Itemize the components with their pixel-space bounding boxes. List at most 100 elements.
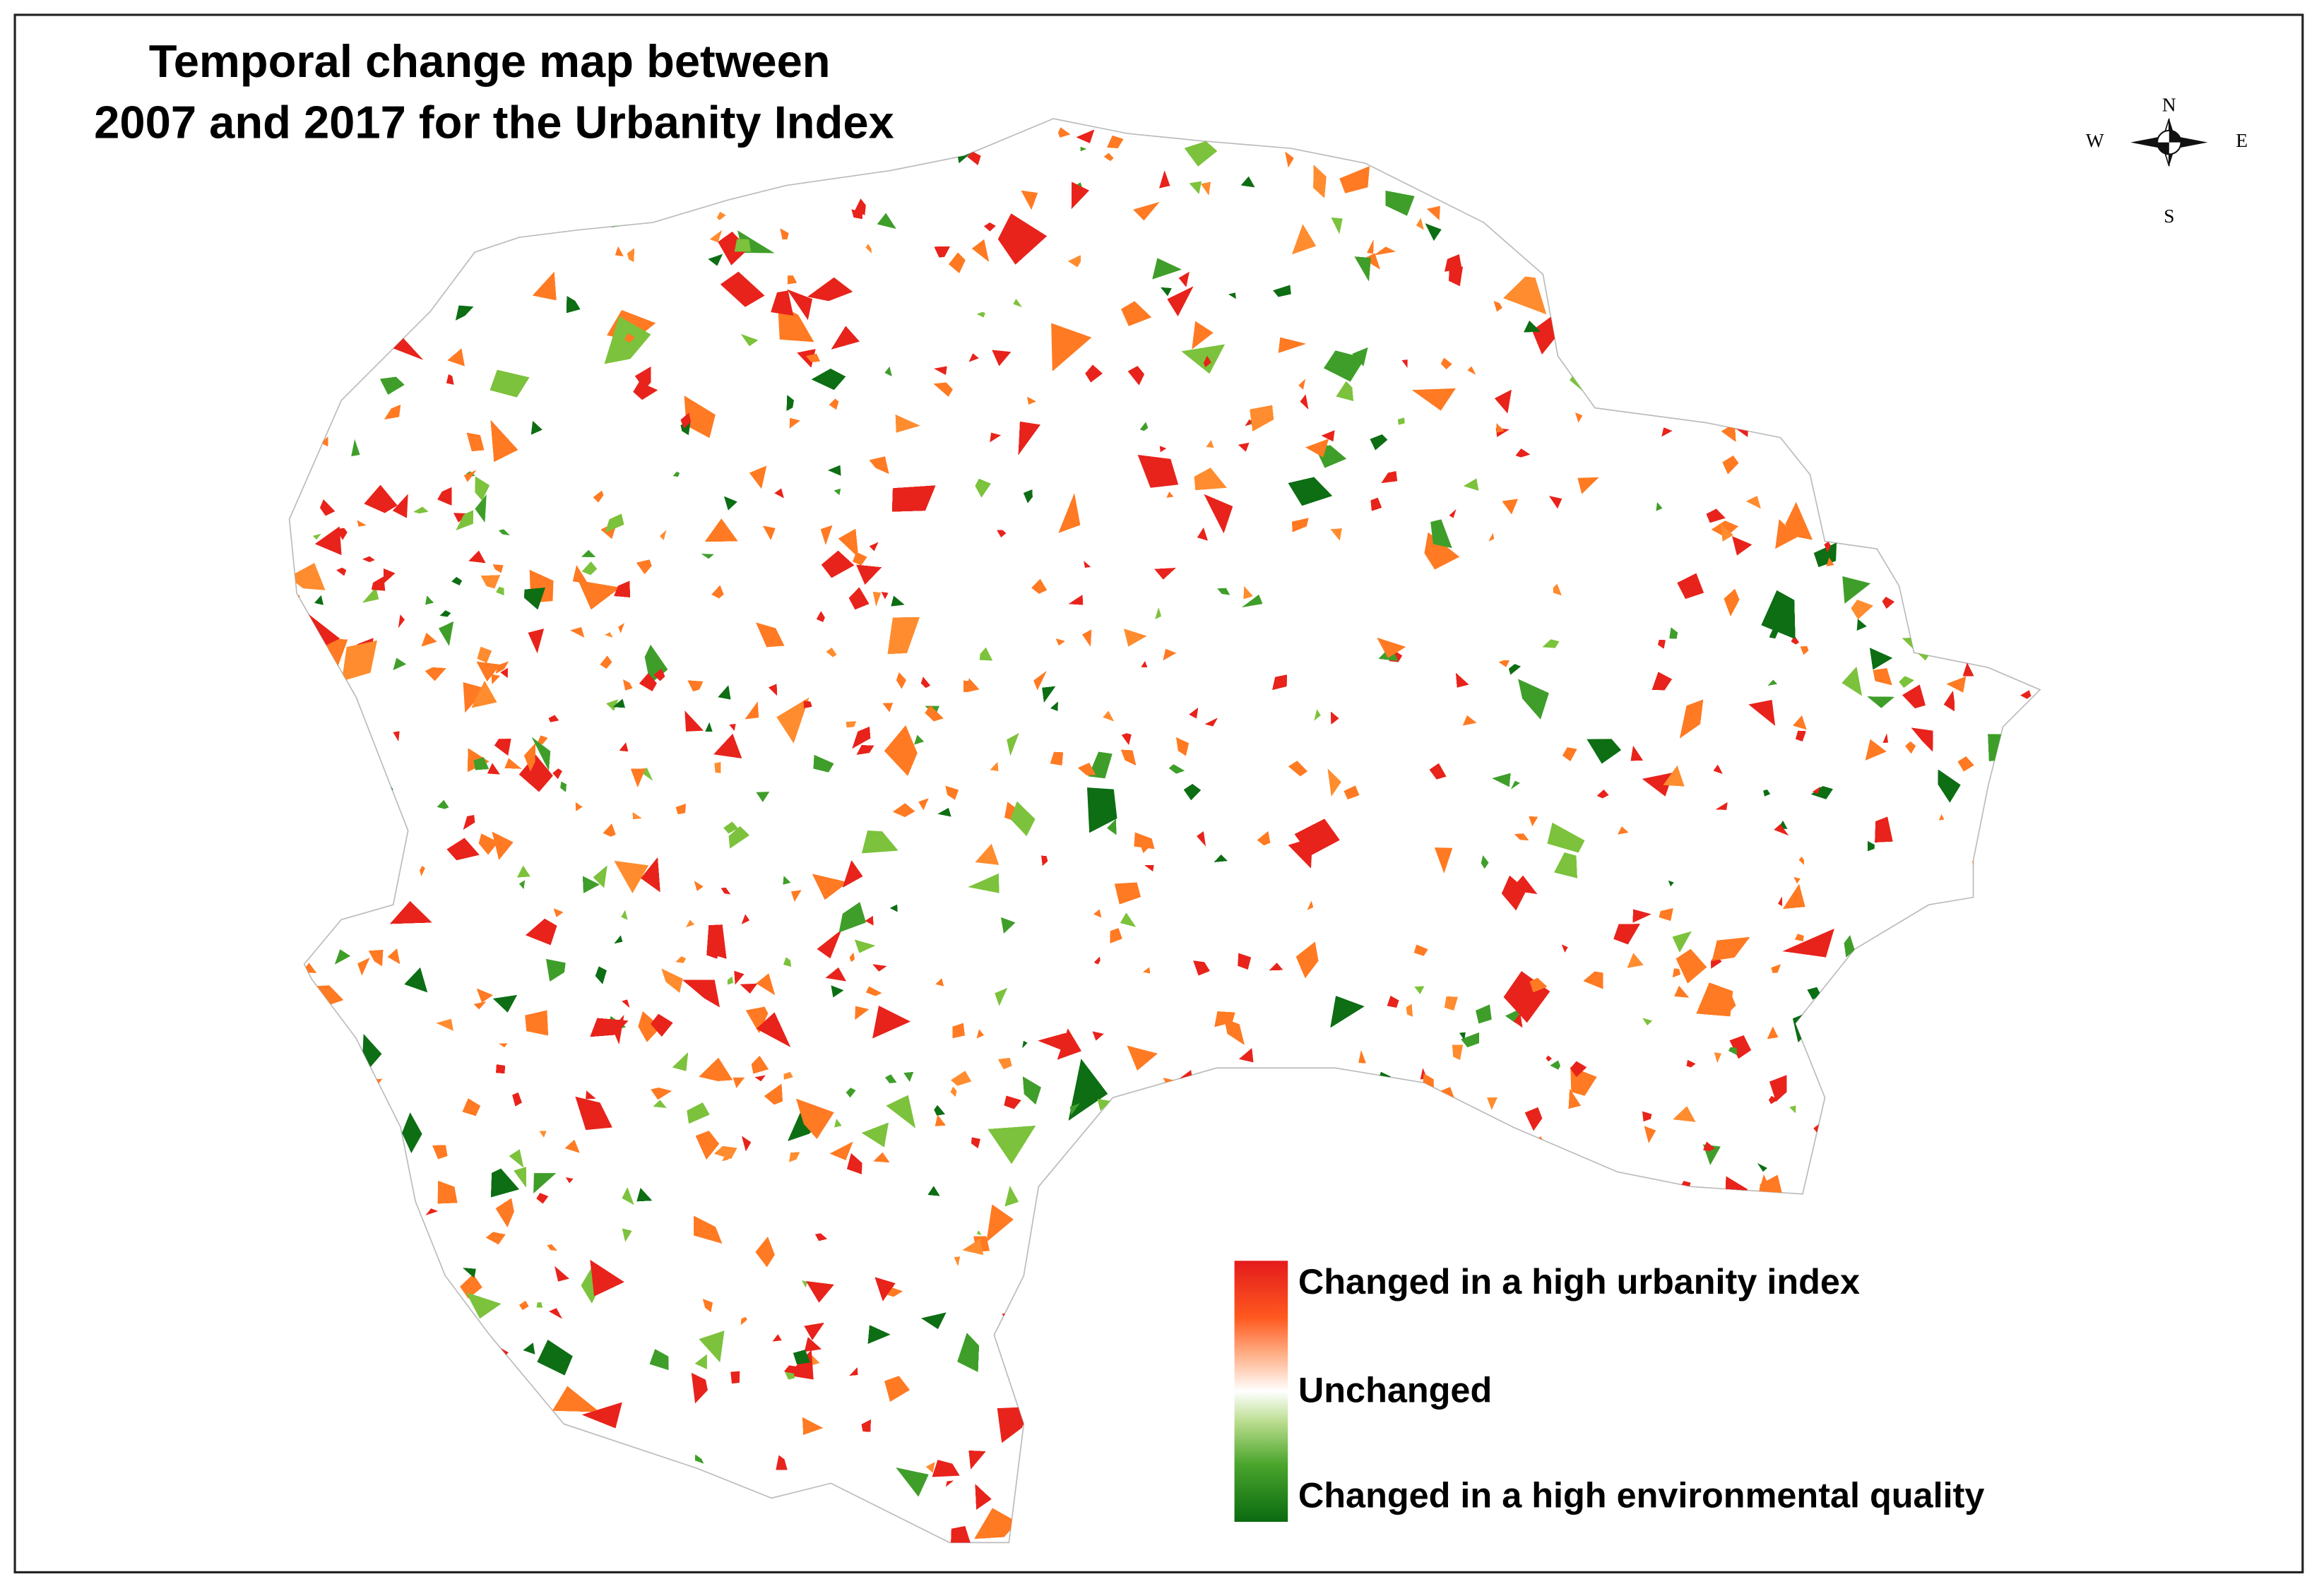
change-patch — [846, 721, 857, 728]
change-patch — [831, 985, 844, 998]
change-patch — [1668, 880, 1674, 887]
change-patch — [586, 1090, 596, 1100]
change-patch — [1137, 454, 1179, 488]
change-patch — [1411, 388, 1456, 411]
change-patch — [570, 627, 585, 638]
change-patch — [1794, 934, 1804, 942]
change-patch — [976, 1029, 985, 1039]
change-patch — [891, 595, 905, 607]
change-patch — [783, 1071, 793, 1080]
change-patch — [1800, 645, 1809, 655]
change-patch — [1139, 422, 1149, 431]
change-patch — [1057, 127, 1071, 138]
change-patch — [723, 821, 738, 834]
change-patch — [896, 672, 906, 689]
change-patch — [478, 833, 499, 855]
change-patch — [979, 647, 993, 661]
change-patch — [1344, 785, 1360, 800]
change-patch — [398, 614, 405, 629]
change-patch — [1842, 576, 1871, 604]
change-patch — [362, 587, 379, 603]
change-patch — [745, 701, 759, 720]
change-patch — [920, 1312, 947, 1330]
change-patch — [1406, 1004, 1413, 1017]
change-patch — [526, 918, 557, 946]
change-patch — [1339, 166, 1370, 193]
change-patch — [1181, 344, 1226, 374]
change-patch — [1197, 527, 1208, 541]
change-patch — [861, 830, 898, 854]
change-patch — [1425, 223, 1442, 242]
change-patch — [1133, 201, 1160, 221]
change-patch — [1769, 630, 1779, 639]
change-patch — [425, 1208, 439, 1216]
change-patch — [537, 1340, 573, 1376]
change-patch — [1000, 917, 1016, 934]
change-patch — [755, 622, 785, 648]
change-patch — [533, 1173, 557, 1193]
change-patch — [776, 1455, 788, 1470]
change-patch — [1729, 1035, 1752, 1059]
change-patch — [413, 506, 429, 514]
change-patch — [937, 807, 951, 817]
change-patch — [1413, 944, 1428, 956]
change-patch — [1550, 1060, 1561, 1070]
change-patch — [869, 542, 879, 552]
change-patch — [684, 395, 716, 439]
change-patch — [1677, 573, 1704, 600]
change-patch — [825, 967, 847, 982]
change-patch — [1314, 709, 1321, 721]
change-patch — [1774, 823, 1789, 836]
change-patch — [804, 1337, 822, 1352]
change-patch — [1487, 1097, 1497, 1110]
change-patch — [1548, 496, 1562, 509]
change-patch — [498, 1043, 508, 1048]
change-patch — [1121, 733, 1132, 746]
change-patch — [614, 860, 649, 893]
change-patch — [600, 655, 612, 669]
change-patch — [1642, 1111, 1652, 1122]
change-patch — [518, 1300, 529, 1311]
change-patch — [1851, 600, 1873, 620]
change-patch — [512, 1092, 522, 1107]
change-patch — [1793, 876, 1801, 884]
change-patch — [523, 1342, 535, 1354]
change-patch — [1856, 619, 1867, 631]
change-patch — [475, 476, 490, 501]
change-patch — [659, 530, 667, 540]
change-patch — [500, 667, 509, 679]
change-patch — [720, 887, 731, 895]
change-patch — [733, 1077, 745, 1089]
change-patch — [371, 576, 386, 591]
change-patch — [1732, 536, 1752, 556]
change-patch — [1902, 684, 1926, 709]
change-patch — [827, 465, 841, 476]
change-patch — [456, 510, 474, 531]
change-patch — [2020, 690, 2032, 699]
change-patch — [702, 1299, 713, 1313]
change-patch — [1178, 271, 1190, 287]
change-patch — [774, 488, 784, 499]
change-patch — [720, 271, 765, 307]
change-patch — [312, 533, 321, 540]
change-patch — [624, 333, 636, 343]
change-patch — [971, 239, 990, 262]
change-patch — [1197, 831, 1206, 847]
change-patch — [1430, 519, 1452, 549]
change-patch — [438, 621, 454, 646]
change-patch — [494, 738, 511, 756]
change-patch — [1493, 301, 1502, 312]
change-patch — [1103, 710, 1115, 722]
change-patch — [865, 986, 882, 996]
change-patch — [475, 494, 487, 523]
change-patch — [1426, 206, 1440, 220]
change-patch — [1748, 699, 1776, 726]
change-patch — [289, 563, 326, 590]
change-patch — [392, 494, 408, 518]
change-patch — [672, 471, 680, 477]
change-patch — [1553, 583, 1562, 596]
change-patch — [727, 976, 734, 985]
change-patch — [756, 973, 776, 996]
change-patch — [1327, 768, 1341, 797]
change-patch — [1013, 299, 1023, 307]
